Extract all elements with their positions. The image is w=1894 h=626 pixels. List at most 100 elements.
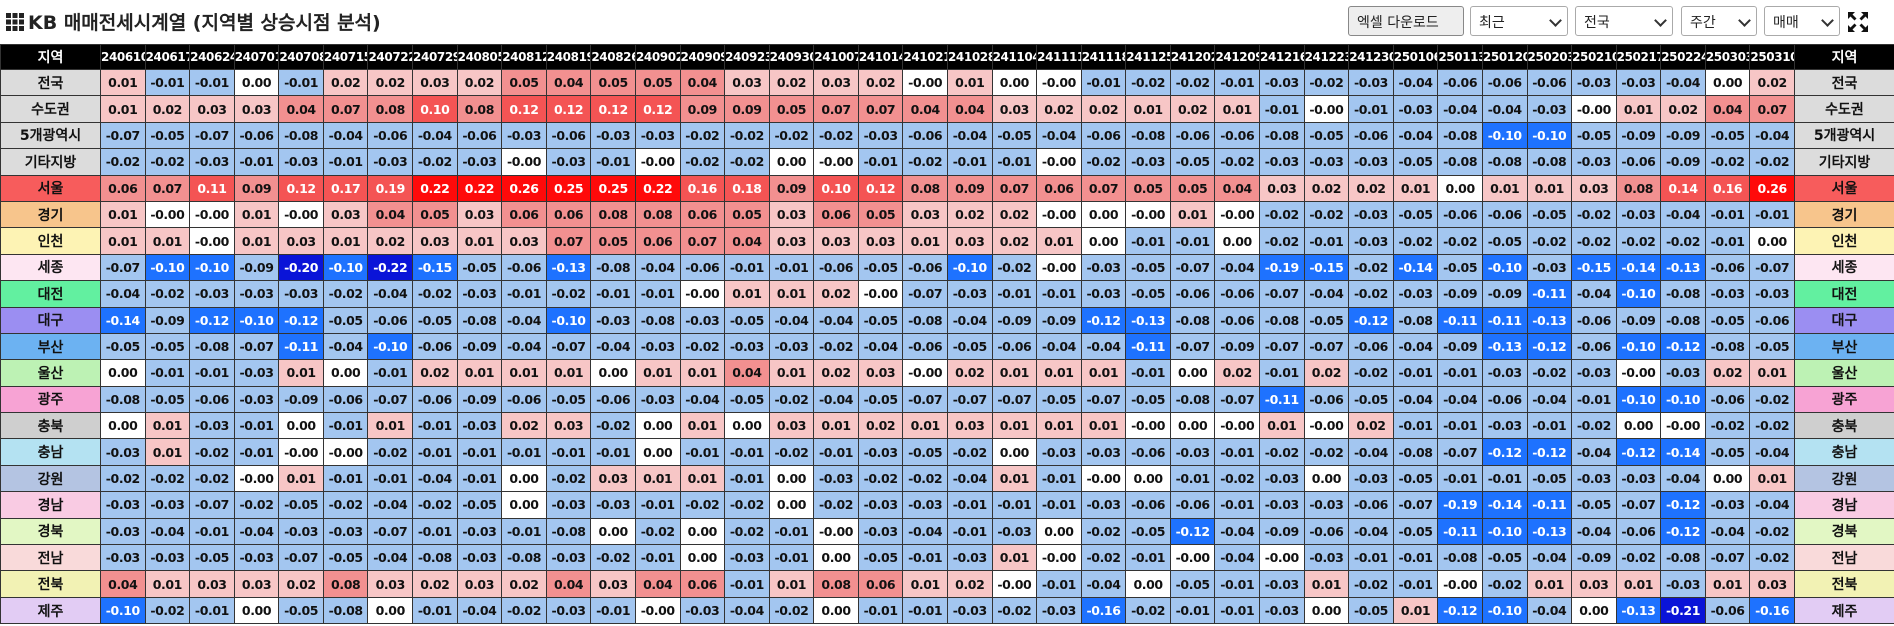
value-cell: 0.04 xyxy=(724,359,770,387)
value-cell: -0.02 xyxy=(1303,68,1350,97)
value-cell: -0.08 xyxy=(634,306,681,334)
value-cell: -0.01 xyxy=(679,438,726,466)
value-cell: -0.05 xyxy=(1303,306,1350,334)
value-cell: 0.03 xyxy=(768,227,815,255)
value-cell: -0.03 xyxy=(679,306,726,334)
value-cell: -0.12 xyxy=(1615,438,1662,466)
value-cell: 0.00 xyxy=(278,412,324,440)
value-cell: -0.03 xyxy=(1704,280,1751,308)
value-cell: 0.06 xyxy=(100,174,146,202)
data-row: 인천 0.01 0.01 -0.00 0.01 0.03 0.01 0.02 0.03 0.01 0… xyxy=(0,227,1894,255)
value-cell: -0.03 xyxy=(189,148,235,176)
value-cell: 0.00 xyxy=(1169,359,1216,387)
value-cell: -0.10 xyxy=(1481,253,1528,282)
value-cell: -0.02 xyxy=(724,491,770,519)
value-cell: 0.02 xyxy=(857,412,904,440)
value-cell: 0.03 xyxy=(1571,570,1617,598)
value-cell: -0.00 xyxy=(1169,544,1216,572)
value-cell: 0.02 xyxy=(1214,359,1261,387)
value-cell: -0.05 xyxy=(1481,544,1528,572)
value-cell: 0.00 xyxy=(1125,464,1171,493)
value-cell: -0.05 xyxy=(1749,332,1795,361)
value-cell: -0.03 xyxy=(1615,200,1662,229)
value-cell: -0.06 xyxy=(902,253,948,282)
value-cell: -0.09 xyxy=(456,385,503,414)
value-cell: 0.04 xyxy=(545,570,592,598)
value-cell: 0.01 xyxy=(768,280,815,308)
value-cell: -0.08 xyxy=(501,544,547,572)
value-cell: -0.00 xyxy=(322,438,369,466)
value-cell: 0.14 xyxy=(1660,174,1706,202)
value-cell: -0.06 xyxy=(1481,68,1528,97)
value-cell: -0.05 xyxy=(857,306,904,334)
value-cell: -0.02 xyxy=(857,464,904,493)
value-cell: -0.01 xyxy=(1392,570,1439,598)
value-cell: -0.04 xyxy=(233,517,280,546)
fullscreen-button[interactable] xyxy=(1846,10,1870,34)
region-select[interactable]: 전국 xyxy=(1575,6,1673,36)
value-cell: -0.01 xyxy=(724,464,770,493)
value-cell: -0.08 xyxy=(322,596,369,625)
value-cell: -0.03 xyxy=(1259,491,1305,519)
region-label: 전국 xyxy=(1793,68,1894,97)
column-header: 240819 xyxy=(545,44,592,70)
value-cell: 0.05 xyxy=(590,227,636,255)
value-cell: 0.01 xyxy=(545,359,592,387)
value-cell: 0.01 xyxy=(634,359,681,387)
value-cell: -0.05 xyxy=(1125,253,1171,282)
column-header: 240805 xyxy=(456,44,503,70)
value-cell: -0.02 xyxy=(367,438,414,466)
value-cell: 0.00 xyxy=(1080,200,1127,229)
value-cell: -0.03 xyxy=(1481,359,1528,387)
value-cell: -0.03 xyxy=(1348,200,1394,229)
value-cell: -0.01 xyxy=(724,570,770,598)
value-cell: 0.01 xyxy=(322,227,369,255)
value-cell: -0.06 xyxy=(1125,438,1171,466)
region-label: 전북 xyxy=(1793,570,1894,598)
value-cell: 0.01 xyxy=(1526,174,1573,202)
value-cell: 0.08 xyxy=(902,174,948,202)
excel-download-button[interactable]: 엑셀 다운로드 xyxy=(1348,6,1464,36)
value-cell: -0.03 xyxy=(233,544,280,572)
value-cell: -0.03 xyxy=(1660,570,1706,598)
value-cell: -0.01 xyxy=(456,438,503,466)
region-label: 제주 xyxy=(1793,596,1894,625)
value-cell: -0.09 xyxy=(1571,544,1617,572)
value-cell: -0.04 xyxy=(1660,68,1706,97)
value-cell: 0.03 xyxy=(412,227,458,255)
value-cell: -0.09 xyxy=(991,306,1038,334)
value-cell: 0.18 xyxy=(724,174,770,202)
type-select[interactable]: 매매 xyxy=(1764,6,1840,36)
value-cell: -0.06 xyxy=(1749,306,1795,334)
value-cell: -0.00 xyxy=(1660,412,1706,440)
value-cell: -0.00 xyxy=(278,200,324,229)
interval-select[interactable]: 주간 xyxy=(1681,6,1757,36)
value-cell: -0.05 xyxy=(456,491,503,519)
value-cell: 0.22 xyxy=(412,174,458,202)
value-cell: -0.02 xyxy=(902,148,948,176)
value-cell: 0.03 xyxy=(590,570,636,598)
value-cell: 0.02 xyxy=(1303,174,1350,202)
period-select[interactable]: 최근 xyxy=(1470,6,1568,36)
value-cell: -0.08 xyxy=(1392,306,1439,334)
value-cell: -0.02 xyxy=(144,464,191,493)
value-cell: -0.12 xyxy=(1526,438,1573,466)
region-label: 수도권 xyxy=(1793,95,1894,123)
value-cell: 0.05 xyxy=(724,200,770,229)
value-cell: -0.08 xyxy=(902,306,948,334)
value-cell: -0.03 xyxy=(545,148,592,176)
column-header: 241021 xyxy=(902,44,948,70)
value-cell: 0.06 xyxy=(679,570,726,598)
value-cell: -0.07 xyxy=(367,385,414,414)
value-cell: -0.15 xyxy=(1303,253,1350,282)
value-cell: 0.00 xyxy=(100,412,146,440)
value-cell: -0.09 xyxy=(233,253,280,282)
value-cell: 0.06 xyxy=(634,227,681,255)
value-cell: -0.03 xyxy=(456,544,503,572)
region-label: 충북 xyxy=(1793,412,1894,440)
value-cell: -0.02 xyxy=(1169,68,1216,97)
value-cell: 0.02 xyxy=(322,68,369,97)
value-cell: -0.07 xyxy=(100,253,146,282)
value-cell: -0.02 xyxy=(100,464,146,493)
value-cell: -0.00 xyxy=(1125,200,1171,229)
